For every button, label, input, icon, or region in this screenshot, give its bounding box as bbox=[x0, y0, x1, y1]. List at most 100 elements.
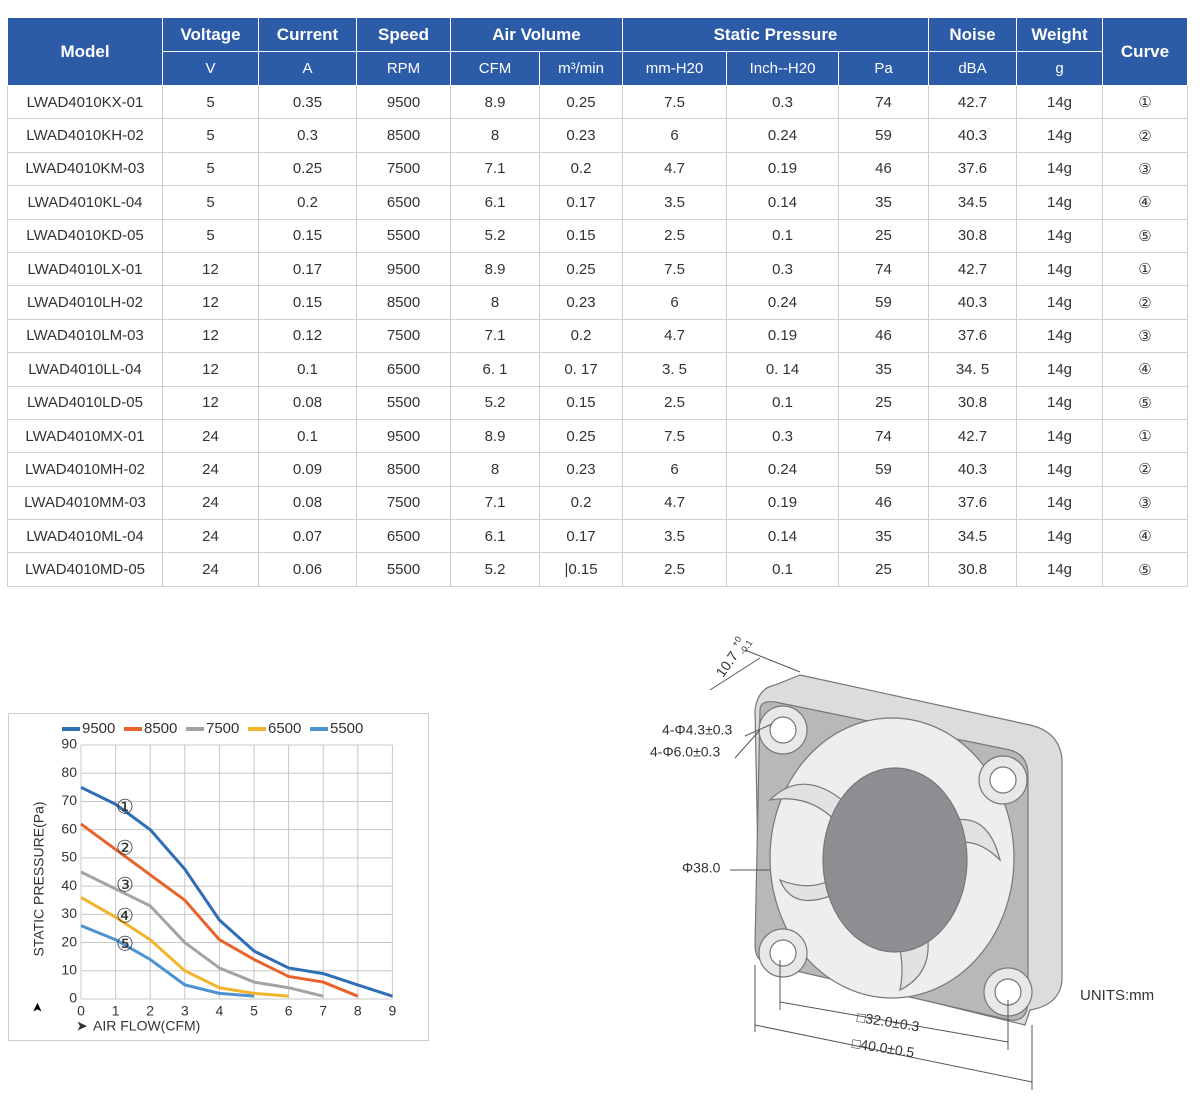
table-cell: 74 bbox=[838, 84, 929, 120]
table-cell: ③ bbox=[1102, 318, 1188, 354]
table-cell: 0.2 bbox=[539, 318, 623, 354]
table-cell: 14g bbox=[1016, 185, 1103, 220]
x-tick-label: 8 bbox=[354, 1003, 362, 1019]
header-cell: Noise bbox=[928, 17, 1017, 52]
header-cell: Model bbox=[7, 17, 163, 86]
table-row: LWAD4010KM-03 5 0.25 7500 7.1 0.2 4.7 0.19 46 37.… bbox=[7, 151, 1188, 187]
x-tick-label: 7 bbox=[319, 1003, 327, 1019]
table-cell: 3.5 bbox=[622, 519, 727, 554]
x-tick-label: 9 bbox=[389, 1003, 397, 1019]
table-cell: 0.35 bbox=[258, 84, 357, 120]
table-cell: LWAD4010LX-01 bbox=[7, 251, 163, 287]
table-cell: 5 bbox=[162, 185, 259, 220]
legend-label: 8500 bbox=[144, 720, 177, 737]
table-cell: 37.6 bbox=[928, 485, 1017, 521]
table-cell: ① bbox=[1102, 251, 1188, 287]
table-cell: 14g bbox=[1016, 519, 1103, 554]
table-row: LWAD4010MH-02 24 0.09 8500 8 0.23 6 0.24 59 40.3 1… bbox=[7, 452, 1188, 487]
chart: ➤ STATIC PRESSURE(Pa) ➤ AIR FLOW(CFM) 0 1… bbox=[8, 713, 429, 1041]
table-row: LWAD4010LM-03 12 0.12 7500 7.1 0.2 4.7 0.19 46 37… bbox=[7, 318, 1188, 354]
frame-size-label: □40.0±0.5 bbox=[851, 1035, 916, 1061]
table-cell: 35 bbox=[838, 519, 929, 554]
table-row: LWAD4010LL-04 12 0.1 6500 6. 1 0. 17 3. 5 0. 14… bbox=[7, 352, 1188, 387]
table-cell: 5500 bbox=[356, 385, 451, 420]
x-tick-label: 0 bbox=[77, 1003, 85, 1019]
table-cell: 6500 bbox=[356, 519, 451, 554]
table-cell: 8 bbox=[450, 452, 540, 487]
x-arrow: ➤ bbox=[76, 1018, 88, 1034]
y-tick-label: 40 bbox=[61, 877, 77, 893]
unit-cell: RPM bbox=[356, 51, 451, 86]
x-axis-label: AIR FLOW(CFM) bbox=[93, 1018, 200, 1034]
dimension-lines bbox=[709, 649, 1033, 1090]
y-tick-label: 70 bbox=[61, 792, 77, 808]
unit-cell: mm-H20 bbox=[622, 51, 727, 86]
table-cell: 0.1 bbox=[726, 218, 839, 253]
table-cell: 5 bbox=[162, 84, 259, 120]
table-cell: 0.1 bbox=[258, 418, 357, 454]
table-cell: 12 bbox=[162, 385, 259, 420]
table-cell: 2.5 bbox=[622, 218, 727, 253]
curve bbox=[80, 924, 255, 998]
table-cell: 0.3 bbox=[258, 118, 357, 153]
table-cell: ③ bbox=[1102, 485, 1188, 521]
table-cell: ① bbox=[1102, 418, 1188, 454]
table-body: LWAD4010KX-01 5 0.35 9500 8.9 0.25 7.5 0.3 74 42.… bbox=[7, 84, 1188, 587]
table-cell: LWAD4010MX-01 bbox=[7, 418, 163, 454]
table-cell: 14g bbox=[1016, 151, 1103, 187]
table-cell: 14g bbox=[1016, 418, 1103, 454]
table-header: Model Voltage Current Speed Air Volume Static… bbox=[7, 17, 1188, 86]
unit-cell: m³/min bbox=[539, 51, 623, 86]
table-cell: 7500 bbox=[356, 485, 451, 521]
y-arrow: ➤ bbox=[29, 1002, 44, 1013]
table-cell: LWAD4010MM-03 bbox=[7, 485, 163, 521]
table-cell: 30.8 bbox=[928, 218, 1017, 253]
table-cell: 42.7 bbox=[928, 418, 1017, 454]
x-tick-label: 2 bbox=[146, 1003, 154, 1019]
header-cell: Current bbox=[258, 17, 357, 52]
hole-outer-label: 4-Φ6.0±0.3 bbox=[650, 744, 720, 760]
table-cell: 24 bbox=[162, 485, 259, 521]
table-cell: 37.6 bbox=[928, 318, 1017, 354]
thickness-label: 10.7 bbox=[712, 648, 741, 680]
table-cell: 2.5 bbox=[622, 552, 727, 587]
table-cell: 0.3 bbox=[726, 84, 839, 120]
table-cell: 25 bbox=[838, 385, 929, 420]
table-cell: 6.1 bbox=[450, 185, 540, 220]
y-tick-label: 50 bbox=[61, 849, 77, 865]
table-cell: 24 bbox=[162, 552, 259, 587]
curve-annotation: ④ bbox=[116, 905, 134, 927]
table-cell: 0.09 bbox=[258, 452, 357, 487]
table-cell: 6. 1 bbox=[450, 352, 540, 387]
table-cell: LWAD4010MD-05 bbox=[7, 552, 163, 587]
table-cell: 34.5 bbox=[928, 185, 1017, 220]
x-tick-label: 4 bbox=[216, 1003, 224, 1019]
table-cell: 0.3 bbox=[726, 418, 839, 454]
legend-label: 7500 bbox=[206, 720, 239, 737]
table-row: LWAD4010KD-05 5 0.15 5500 5.2 0.15 2.5 0.1 25 30.… bbox=[7, 218, 1188, 253]
legend-label: 5500 bbox=[330, 720, 363, 737]
table-cell: 7500 bbox=[356, 151, 451, 187]
table-cell: 4.7 bbox=[622, 485, 727, 521]
table-cell: 0.15 bbox=[539, 218, 623, 253]
table-cell: 14g bbox=[1016, 251, 1103, 287]
y-tick-label: 10 bbox=[61, 961, 77, 977]
table-cell: 40.3 bbox=[928, 285, 1017, 320]
y-tick-label: 80 bbox=[61, 764, 77, 780]
header-cell: Curve bbox=[1102, 17, 1188, 86]
table-cell: 25 bbox=[838, 218, 929, 253]
table-cell: 7.1 bbox=[450, 318, 540, 354]
table-cell: 0.15 bbox=[258, 285, 357, 320]
table-cell: 6500 bbox=[356, 352, 451, 387]
table-cell: LWAD4010KL-04 bbox=[7, 185, 163, 220]
table-cell: 8500 bbox=[356, 285, 451, 320]
table-cell: LWAD4010MH-02 bbox=[7, 452, 163, 487]
table-cell: 14g bbox=[1016, 452, 1103, 487]
unit-cell: Pa bbox=[838, 51, 929, 86]
x-tick-label: 3 bbox=[181, 1003, 189, 1019]
table-row: LWAD4010KX-01 5 0.35 9500 8.9 0.25 7.5 0.3 74 42.… bbox=[7, 84, 1188, 120]
table-cell: ③ bbox=[1102, 151, 1188, 187]
table-cell: 12 bbox=[162, 285, 259, 320]
header-row: Model Voltage Current Speed Air Volume Static… bbox=[7, 17, 1188, 86]
hole-inner-label: 4-Φ4.3±0.3 bbox=[662, 722, 732, 738]
